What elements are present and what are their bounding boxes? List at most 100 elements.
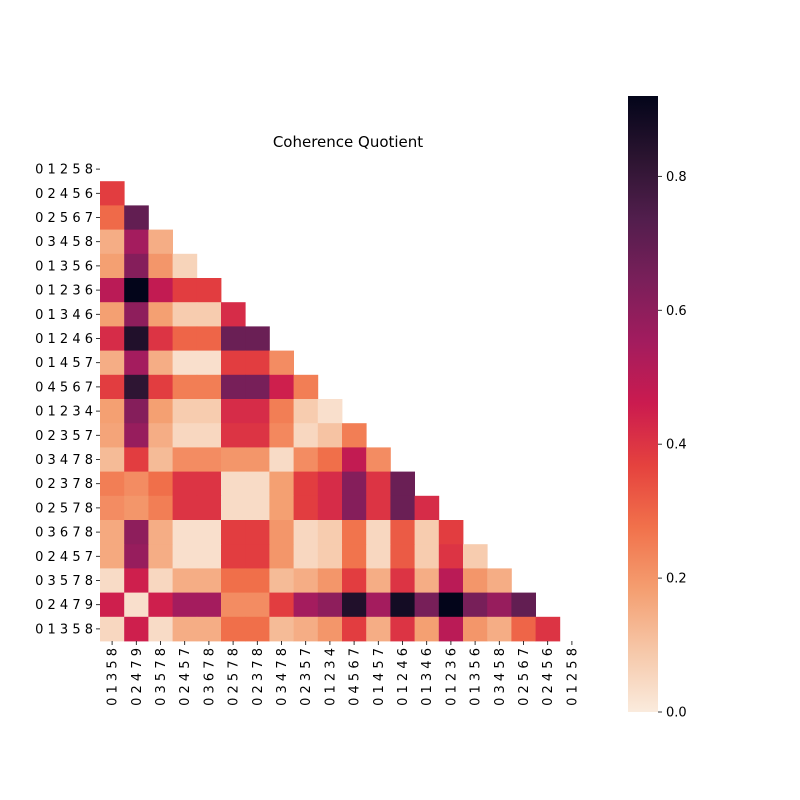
- column-tick-label: 0 3 4 5 8: [493, 648, 508, 706]
- heatmap-cell: [221, 399, 246, 424]
- heatmap-cells: [100, 181, 561, 642]
- heatmap-cell: [124, 302, 149, 327]
- heatmap-cell: [317, 544, 343, 569]
- heatmap-cell: [100, 520, 125, 545]
- heatmap-cell: [148, 592, 173, 618]
- row-tick-label: 0 1 2 5 8: [35, 163, 93, 178]
- heatmap-cell: [148, 399, 173, 424]
- heatmap-cell: [100, 399, 125, 424]
- heatmap-cell: [124, 399, 149, 424]
- heatmap-cell: [342, 495, 367, 521]
- heatmap-cell: [100, 278, 125, 303]
- heatmap-cell: [148, 350, 173, 376]
- row-tick-label: 0 2 3 5 7: [35, 429, 93, 444]
- heatmap-cell: [245, 616, 270, 642]
- row-tick-label: 0 1 3 5 6: [35, 259, 93, 274]
- heatmap-cell: [221, 471, 246, 497]
- colorbar-tick-label: 0.6: [666, 304, 687, 319]
- heatmap-cell: [100, 374, 125, 400]
- heatmap-cell: [293, 471, 319, 497]
- heatmap-cell: [342, 447, 367, 472]
- heatmap-cell: [148, 495, 173, 521]
- row-tick-label: 0 1 3 5 8: [35, 622, 93, 637]
- heatmap-cell: [172, 326, 198, 351]
- heatmap-cell: [221, 544, 246, 569]
- row-tick-labels: 0 1 2 5 8 0 2 4 5 6 0 2 5 6 7 0 3 4 5 8 0 1 …: [35, 163, 100, 637]
- heatmap-cell: [293, 423, 319, 448]
- heatmap-cell: [269, 495, 294, 521]
- heatmap-cell: [342, 544, 367, 569]
- heatmap-cell: [269, 447, 294, 472]
- heatmap-cell: [196, 423, 222, 448]
- heatmap-cell: [414, 616, 440, 642]
- heatmap-cell: [438, 568, 464, 593]
- heatmap-cell: [221, 568, 246, 593]
- heatmap-cell: [100, 302, 125, 327]
- heatmap-cell: [124, 568, 149, 593]
- heatmap-cell: [124, 253, 149, 279]
- row-tick-label: 0 3 5 7 8: [35, 574, 93, 589]
- column-tick-label: 0 2 4 7 9: [130, 648, 145, 706]
- column-tick-label: 0 1 2 4 6: [396, 648, 411, 706]
- heatmap-cell: [172, 471, 198, 497]
- heatmap-cell: [100, 616, 125, 642]
- column-tick-label: 0 1 2 3 6: [444, 648, 459, 706]
- heatmap-cell: [245, 592, 270, 618]
- heatmap-cell: [172, 568, 198, 593]
- heatmap-cell: [366, 447, 391, 472]
- heatmap-cell: [342, 520, 367, 545]
- heatmap-cell: [100, 350, 125, 376]
- heatmap-cell: [245, 326, 270, 351]
- heatmap-cell: [269, 471, 294, 497]
- heatmap-cell: [269, 374, 294, 400]
- heatmap-cell: [293, 495, 319, 521]
- heatmap-cell: [172, 544, 198, 569]
- heatmap-cell: [221, 520, 246, 545]
- heatmap-cell: [317, 616, 343, 642]
- heatmap-cell: [100, 229, 125, 255]
- column-tick-label: 0 2 4 5 7: [178, 648, 193, 706]
- column-tick-label: 0 3 4 7 8: [275, 648, 290, 706]
- heatmap-cell: [366, 520, 391, 545]
- heatmap-cell: [196, 616, 222, 642]
- row-tick-label: 0 3 4 7 8: [35, 453, 93, 468]
- heatmap-cell: [293, 520, 319, 545]
- heatmap-cell: [124, 471, 149, 497]
- heatmap-cell: [366, 592, 391, 618]
- heatmap-cell: [100, 326, 125, 351]
- heatmap-cell: [245, 423, 270, 448]
- heatmap-cell: [100, 205, 125, 230]
- column-tick-label: 0 1 3 4 6: [420, 648, 435, 706]
- colorbar-tick-label: 0.0: [666, 706, 687, 721]
- column-tick-label: 0 2 5 7 8: [227, 648, 242, 706]
- row-tick-label: 0 2 4 5 6: [35, 187, 93, 202]
- heatmap-cell: [317, 471, 343, 497]
- heatmap-cell: [317, 568, 343, 593]
- column-tick-labels: 0 1 3 5 8 0 2 4 7 9 0 3 5 7 8 0 2 4 5 7 0 3 …: [106, 641, 580, 706]
- heatmap-cell: [172, 399, 198, 424]
- heatmap-cell: [124, 616, 149, 642]
- heatmap-cell: [221, 616, 246, 642]
- heatmap-cell: [196, 592, 222, 618]
- heatmap-cell: [245, 399, 270, 424]
- heatmap-cell: [366, 471, 391, 497]
- heatmap-cell: [196, 544, 222, 569]
- heatmap-cell: [293, 592, 319, 618]
- heatmap-cell: [196, 568, 222, 593]
- heatmap-cell: [148, 616, 173, 642]
- heatmap-cell: [390, 616, 415, 642]
- heatmap-cell: [124, 374, 149, 400]
- heatmap-cell: [269, 568, 294, 593]
- heatmap-cell: [196, 374, 222, 400]
- heatmap-cell: [148, 544, 173, 569]
- colorbar-tick-label: 0.2: [666, 572, 687, 587]
- heatmap-cell: [487, 568, 512, 593]
- heatmap-cell: [148, 326, 173, 351]
- heatmap-cell: [366, 568, 391, 593]
- chart-title: Coherence Quotient: [273, 133, 423, 151]
- heatmap-cell: [390, 592, 415, 618]
- heatmap-cell: [172, 253, 198, 279]
- heatmap-cell: [463, 592, 488, 618]
- heatmap-cell: [124, 423, 149, 448]
